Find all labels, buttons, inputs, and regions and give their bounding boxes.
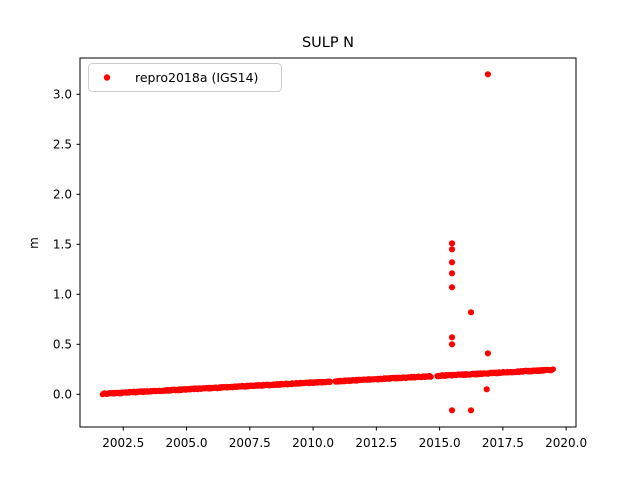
legend-label: repro2018a (IGS14) <box>135 70 258 85</box>
chart-title: SULP N <box>302 35 354 51</box>
y-tick-label: 2.5 <box>53 138 72 152</box>
scatter-points <box>99 71 556 414</box>
axes-frame <box>79 57 577 428</box>
x-axis-ticks: 2002.5 2005.0 2007.5 2010.0 2012.5 2015.0 2017… <box>102 427 587 450</box>
legend-box <box>88 63 282 92</box>
x-tick-label: 2020.0 <box>545 436 587 450</box>
x-tick-label: 2005.0 <box>166 436 208 450</box>
y-axis-label: m <box>27 237 41 249</box>
y-tick-label: 1.0 <box>53 288 72 302</box>
legend: repro2018a (IGS14) <box>88 63 282 92</box>
y-tick-label: 2.0 <box>53 188 72 202</box>
x-tick-label: 2007.5 <box>229 436 271 450</box>
y-tick-label: 3.0 <box>53 88 72 102</box>
x-tick-label: 2015.0 <box>419 436 461 450</box>
y-axis-ticks: 0.0 0.5 1.0 1.5 2.0 2.5 3.0 <box>53 88 80 402</box>
y-tick-label: 0.0 <box>53 388 72 402</box>
x-tick-label: 2012.5 <box>355 436 397 450</box>
x-tick-label: 2002.5 <box>102 436 144 450</box>
legend-marker-icon <box>103 74 111 81</box>
y-tick-label: 0.5 <box>53 338 72 352</box>
y-tick-label: 1.5 <box>53 238 72 252</box>
x-tick-label: 2017.5 <box>482 436 524 450</box>
x-tick-label: 2010.0 <box>292 436 334 450</box>
